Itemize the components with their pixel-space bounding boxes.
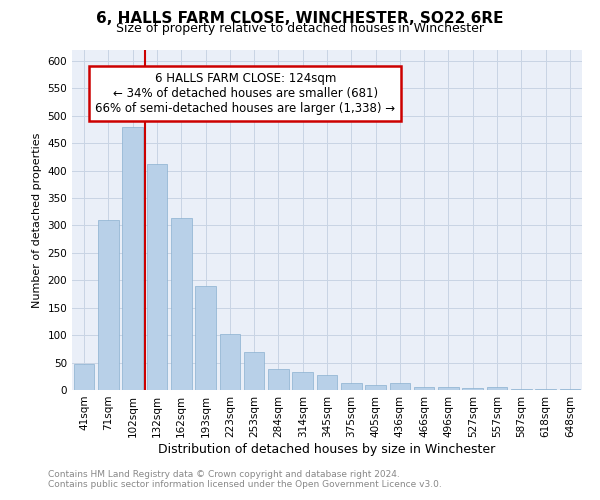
Bar xyxy=(317,374,337,390)
Text: 6, HALLS FARM CLOSE, WINCHESTER, SO22 6RE: 6, HALLS FARM CLOSE, WINCHESTER, SO22 6R… xyxy=(96,11,504,26)
Bar xyxy=(389,383,410,390)
Text: Contains HM Land Registry data © Crown copyright and database right 2024.
Contai: Contains HM Land Registry data © Crown c… xyxy=(48,470,442,489)
Bar xyxy=(244,352,265,390)
Bar xyxy=(122,127,143,390)
Text: 6 HALLS FARM CLOSE: 124sqm
← 34% of detached houses are smaller (681)
66% of sem: 6 HALLS FARM CLOSE: 124sqm ← 34% of deta… xyxy=(95,72,395,115)
Bar xyxy=(487,388,508,390)
Bar xyxy=(560,389,580,390)
Bar xyxy=(171,218,191,390)
Y-axis label: Number of detached properties: Number of detached properties xyxy=(32,132,42,308)
X-axis label: Distribution of detached houses by size in Winchester: Distribution of detached houses by size … xyxy=(158,442,496,456)
Bar xyxy=(74,364,94,390)
Bar xyxy=(220,334,240,390)
Bar xyxy=(146,164,167,390)
Bar xyxy=(195,286,216,390)
Bar xyxy=(292,372,313,390)
Bar xyxy=(365,384,386,390)
Text: Size of property relative to detached houses in Winchester: Size of property relative to detached ho… xyxy=(116,22,484,35)
Bar xyxy=(98,220,119,390)
Bar xyxy=(414,386,434,390)
Bar xyxy=(463,388,483,390)
Bar xyxy=(268,369,289,390)
Bar xyxy=(341,383,362,390)
Bar xyxy=(438,388,459,390)
